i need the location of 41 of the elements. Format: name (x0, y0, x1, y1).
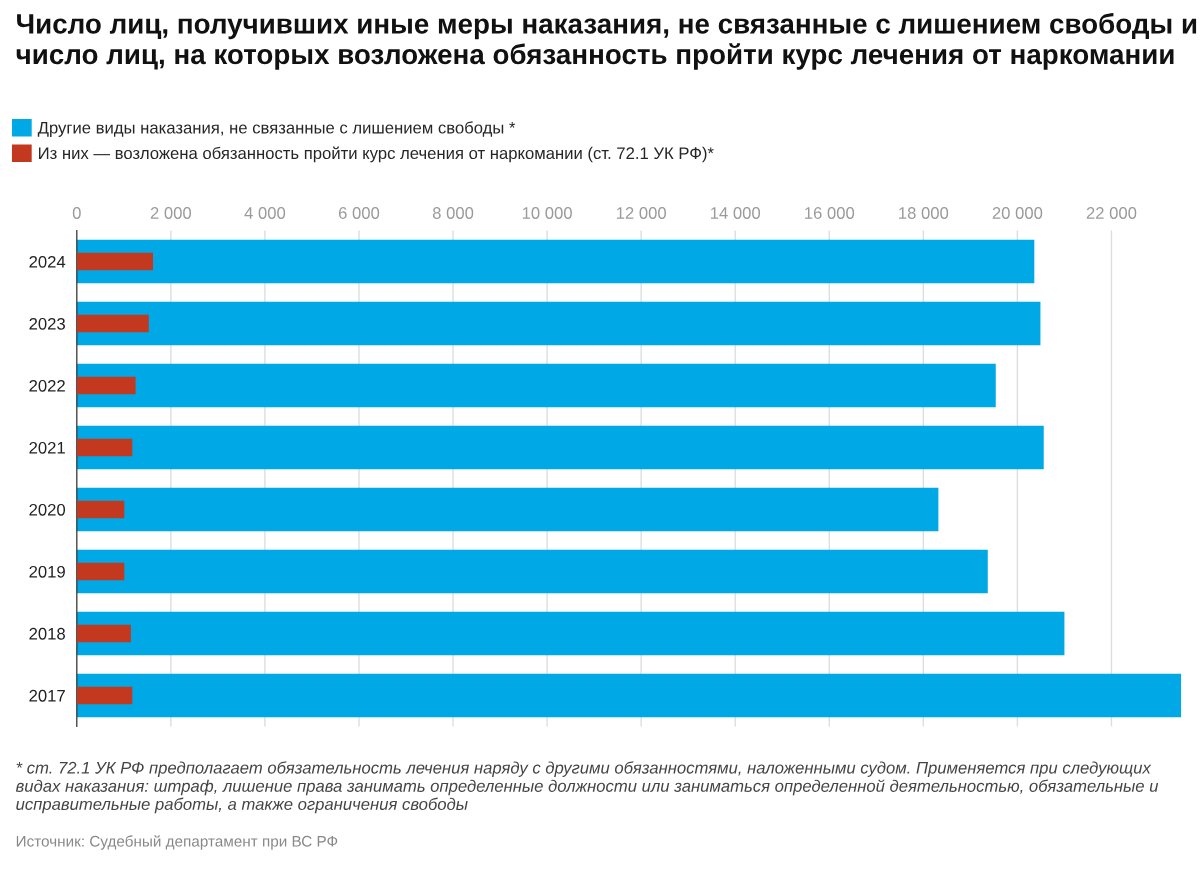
y-tick-label: 2017 (29, 689, 65, 702)
bar (76, 500, 125, 519)
x-tick-label: 8 000 (432, 207, 474, 219)
bar (76, 487, 939, 532)
bar (76, 611, 1065, 656)
x-tick-label: 20 000 (992, 207, 1043, 219)
x-tick-label: 0 (72, 207, 81, 219)
x-tick-label: 16 000 (805, 207, 855, 219)
y-tick-label: 2020 (29, 503, 66, 516)
x-tick-label: 10 000 (522, 207, 572, 219)
x-tick-label: 12 000 (616, 207, 666, 219)
bar (76, 376, 136, 395)
bar (76, 314, 149, 333)
y-tick-label: 2018 (29, 627, 65, 640)
bar (76, 252, 153, 271)
y-tick-label: 2021 (29, 441, 65, 454)
bar (76, 425, 1044, 470)
bar (76, 438, 133, 457)
x-tick-label: 14 000 (711, 207, 761, 219)
y-tick-label: 2019 (29, 565, 65, 578)
bar (76, 363, 996, 408)
y-tick-label: 2022 (29, 379, 65, 392)
legend-label: Из них — возложена обязанность пройти курс лечения от наркомании (ст. 72.1 УК РФ)* (39, 146, 714, 163)
bar (76, 624, 131, 643)
x-tick-label: 18 000 (899, 207, 949, 219)
bar (76, 301, 1041, 346)
bar (76, 673, 1182, 718)
x-tick-label: 6 000 (338, 207, 380, 219)
text: Источник: Судебный департамент при ВС РФ (16, 835, 338, 850)
bar (76, 239, 1035, 284)
bar (76, 562, 125, 581)
x-tick-label: 22 000 (1086, 207, 1137, 219)
x-tick-label: 4 000 (244, 207, 286, 219)
chart-title: Число лиц, получивших иные меры наказания, не связанные с лишением свободы и число лиц, на которых возложена обязанность пройти курс лечения от наркомании (16, 13, 1197, 70)
y-tick-label: 2023 (29, 317, 65, 330)
text: * ст. 72.1 УК РФ предполагает обязательность лечения наряду с другими обязанностями, наложенными судом. Применяется при следующих видах наказания: штраф, лишение права занимать определенные должности или заниматься определенной деятельностью, обязательные и исправительные работы, а также ограничения свободы (15, 761, 1159, 814)
bar (76, 549, 988, 594)
x-tick-label: 2 000 (150, 207, 192, 219)
bar (76, 686, 133, 705)
legend-label: Другие виды наказания, не связанные с лишением свободы * (37, 121, 516, 137)
y-tick-label: 2024 (29, 255, 66, 268)
